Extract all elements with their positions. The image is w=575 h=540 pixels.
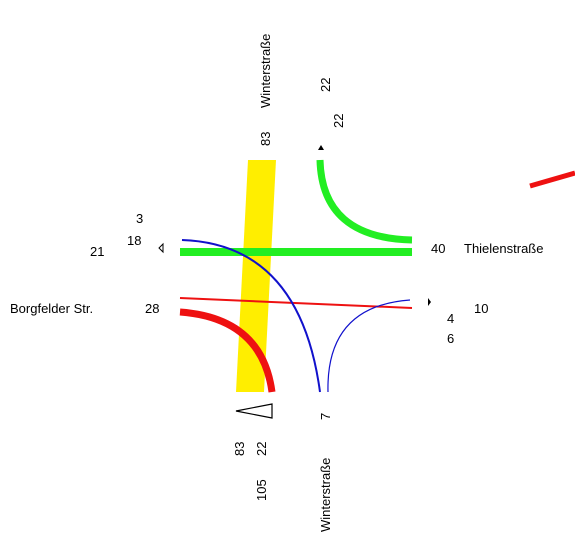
west-arm-mid-value: 18 xyxy=(127,233,141,248)
thielen-through-flow xyxy=(180,248,412,256)
east-street-label: Thielenstraße xyxy=(464,241,543,256)
west-marker-icon xyxy=(158,242,164,254)
south-arm-value-2: 22 xyxy=(254,442,269,456)
partial-flow-stroke xyxy=(529,170,575,189)
south-arm-minor-value: 7 xyxy=(318,413,333,420)
borgfelder-right-turn-flow xyxy=(179,308,276,393)
west-arm-top-value: 3 xyxy=(136,211,143,226)
east-marker-icon xyxy=(428,298,431,306)
borgfelder-through-flow xyxy=(179,297,413,309)
west-arm-left-value: 21 xyxy=(90,244,104,259)
north-street-label: Winterstraße xyxy=(258,34,273,108)
east-arm-right-value: 10 xyxy=(474,301,488,316)
west-arm-borgfelder-value: 28 xyxy=(145,301,159,316)
north-arm-out-bottom: 22 xyxy=(331,114,346,128)
south-arm-total: 105 xyxy=(254,479,269,501)
north-arm-out-top: 22 xyxy=(318,78,333,92)
north-marker-icon xyxy=(318,145,324,150)
thielen-right-turn-flow xyxy=(316,159,413,244)
east-arm-thielen-value: 40 xyxy=(431,241,445,256)
left-triangle-arrow-icon xyxy=(235,403,273,419)
minor-left-turn-flow xyxy=(181,239,321,393)
south-arm-value-1: 83 xyxy=(232,442,247,456)
south-street-label: Winterstraße xyxy=(318,458,333,532)
east-arm-value-a: 4 xyxy=(447,311,454,326)
east-arm-value-b: 6 xyxy=(447,331,454,346)
west-street-label: Borgfelder Str. xyxy=(10,301,93,316)
minor-east-flow xyxy=(327,299,411,393)
north-arm-total: 83 xyxy=(258,132,273,146)
